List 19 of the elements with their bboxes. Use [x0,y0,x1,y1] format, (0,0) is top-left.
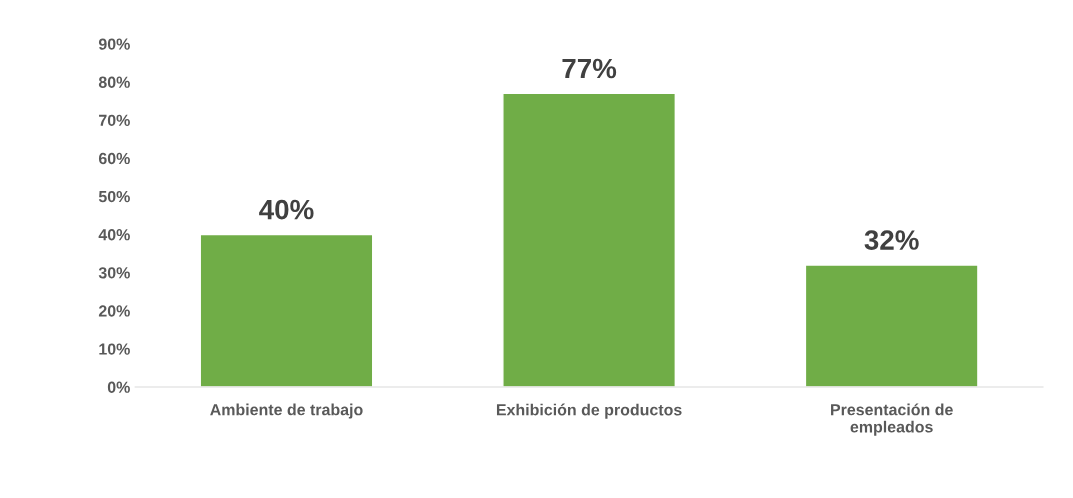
bar [502,92,677,387]
y-tick-label: 80% [98,76,130,88]
x-tick-label: Presentación de empleados [831,403,953,436]
y-tick-label: 90% [98,38,130,50]
x-tick-label: Exhibición de productos [496,403,682,419]
y-tick-label: 40% [98,229,130,241]
y-tick-label: 60% [98,152,130,165]
data-label: 32% [864,230,919,250]
y-tick-label: 70% [99,114,130,127]
y-tick-label: 0% [107,381,130,393]
data-label: 40% [259,199,314,220]
y-tick-label: 30% [98,267,130,279]
y-tick-label: 10% [99,343,130,355]
data-label: 77% [562,58,617,79]
y-tick-label: 50% [98,190,130,203]
x-tick-label: Ambiente de trabajo [210,403,363,419]
y-tick-label: 20% [98,305,130,317]
bar [199,233,374,387]
bar [804,264,979,387]
